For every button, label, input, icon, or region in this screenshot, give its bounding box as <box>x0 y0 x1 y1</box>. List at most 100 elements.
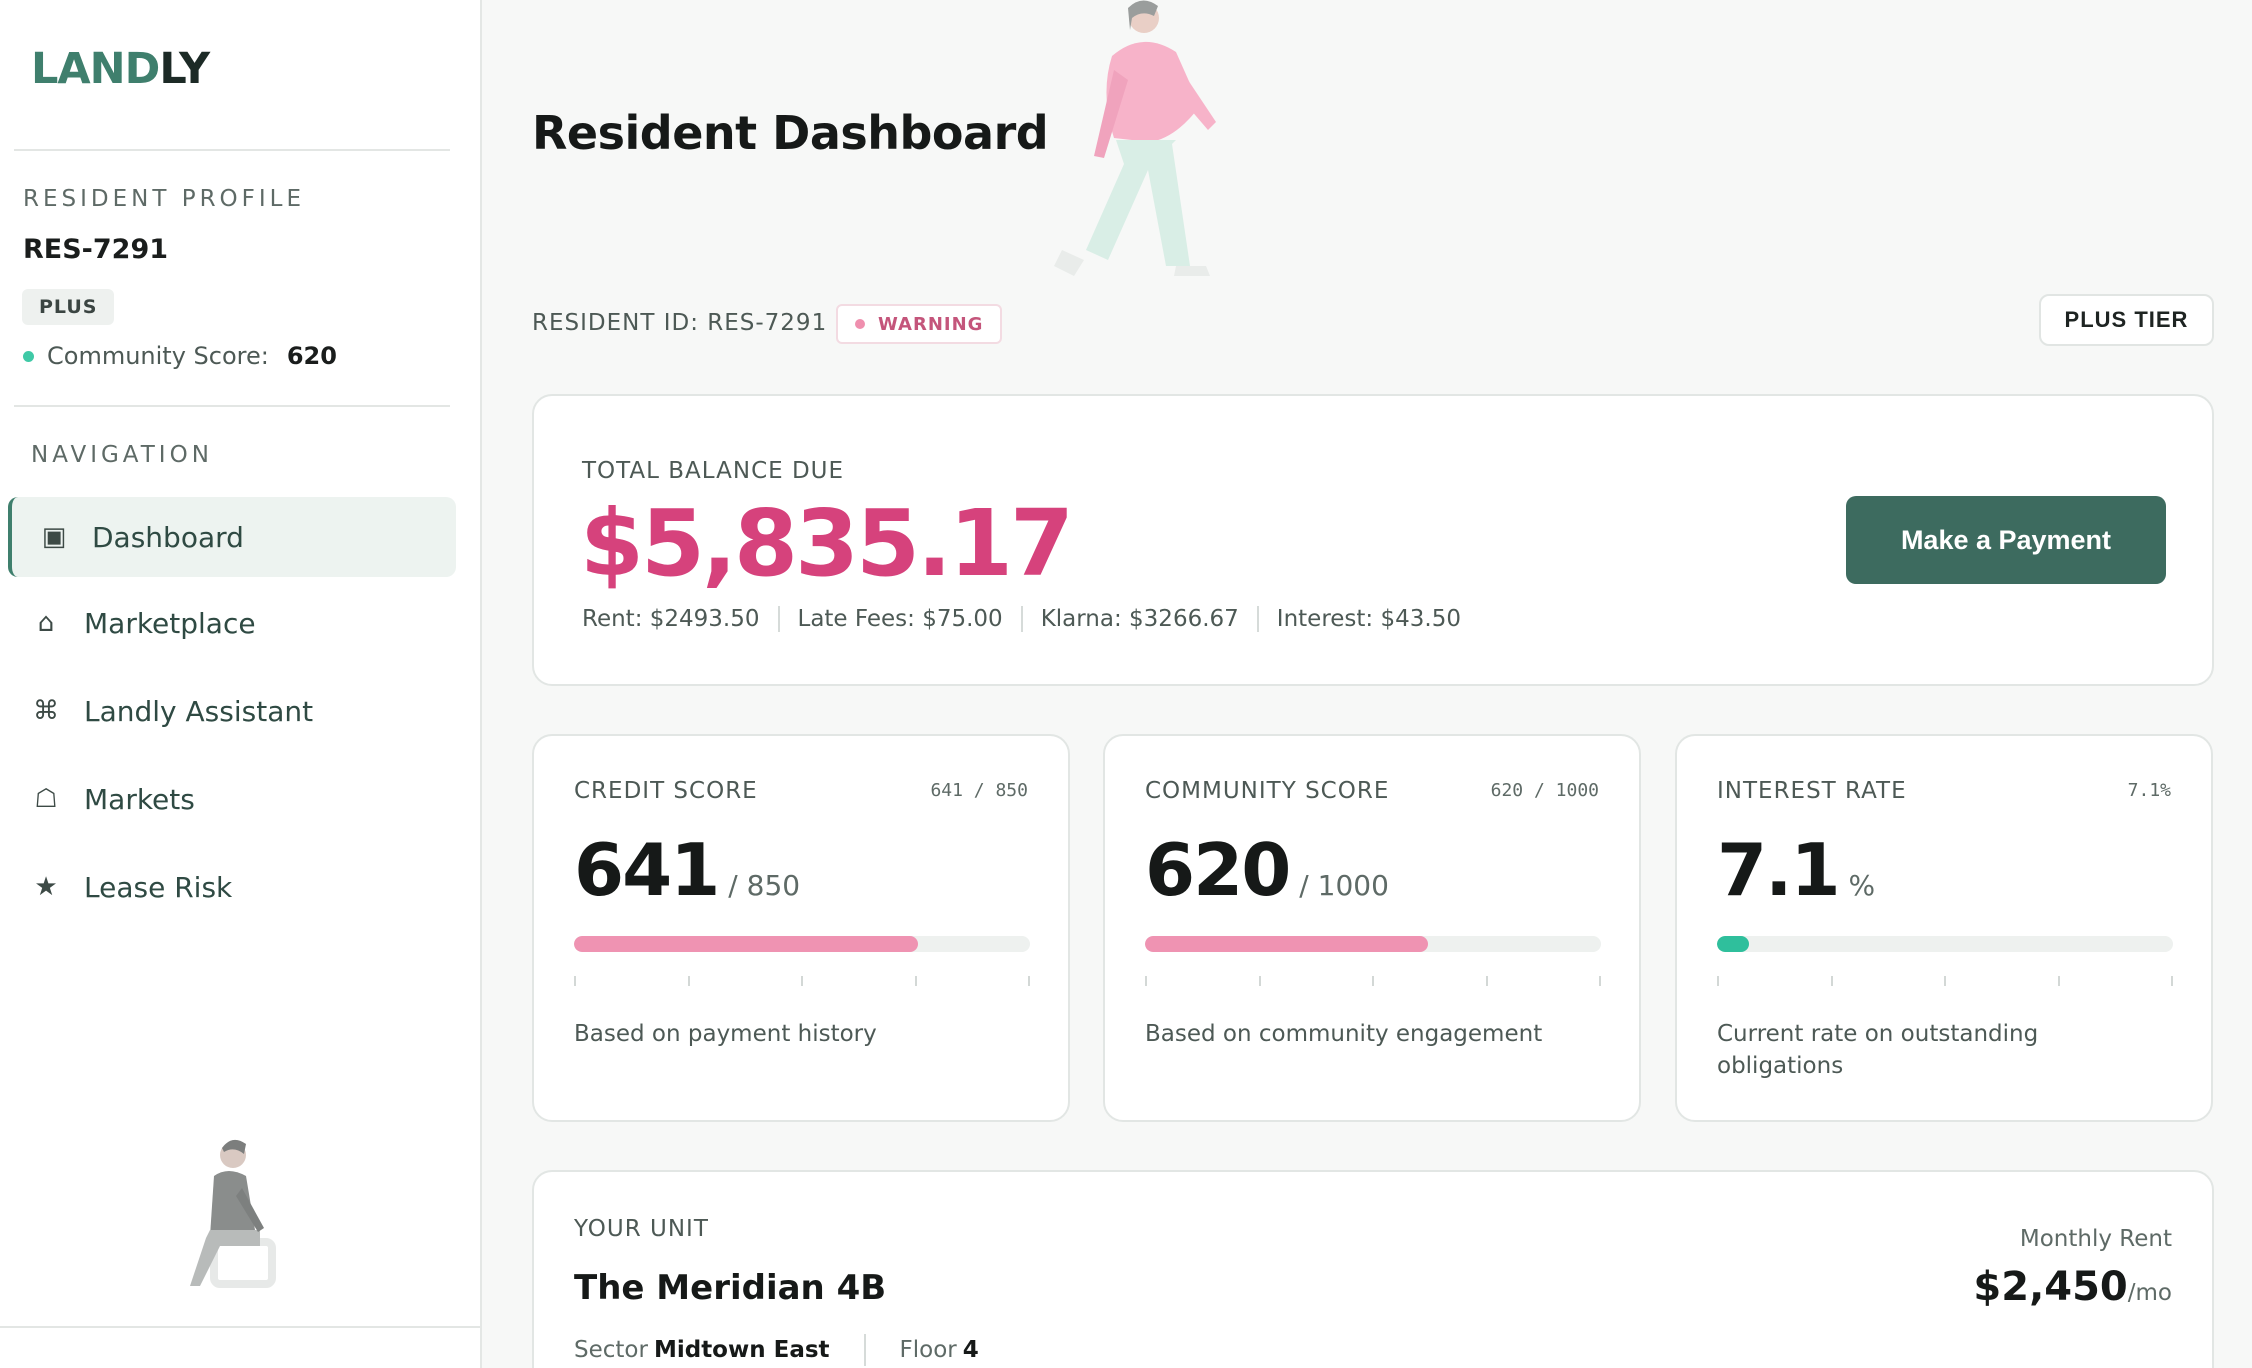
metric-number: 641 <box>574 828 720 912</box>
bag-icon: ☖ <box>34 784 58 814</box>
progress-tick <box>1028 976 1030 986</box>
interest-amount: Interest: $43.50 <box>1276 606 1461 632</box>
metric-title: COMMUNITY SCORE <box>1145 778 1390 804</box>
balance-card: TOTAL BALANCE DUE $5,835.17 Rent: $2493.… <box>532 394 2214 686</box>
rent-amount-value: $2,450 <box>1973 1264 2128 1310</box>
metric-description: Based on community engagement <box>1145 1021 1543 1047</box>
sector-label: Sector <box>574 1337 648 1363</box>
nav-section-label: NAVIGATION <box>31 442 213 468</box>
metric-description: Current rate on outstanding obligations <box>1717 1021 2039 1079</box>
rent-amount: Rent: $2493.50 <box>582 606 760 632</box>
walking-person-illustration <box>1054 0 1216 276</box>
progress-ticks <box>574 976 1030 986</box>
balance-amount: $5,835.17 <box>580 490 1074 597</box>
unit-meta: Sector Midtown East Floor 4 <box>574 1334 979 1366</box>
late-fees-amount: Late Fees: $75.00 <box>797 606 1003 632</box>
status-badge-label: WARNING <box>878 313 984 335</box>
metric-value: 620/ 1000 <box>1145 828 1389 912</box>
profile-resident-id: RES-7291 <box>23 234 169 265</box>
progress-tick <box>1258 976 1261 986</box>
logo-part-land: LAND <box>31 44 160 94</box>
metric-corner-value: 641 / 850 <box>930 780 1028 801</box>
metric-suffix: / 1000 <box>1299 869 1389 902</box>
profile-section-label: RESIDENT PROFILE <box>23 186 306 212</box>
progress-tick <box>1717 976 1719 986</box>
progress-tick <box>1485 976 1488 986</box>
floor-value: 4 <box>962 1337 979 1363</box>
progress-tick <box>914 976 917 986</box>
separator <box>1256 606 1259 632</box>
home-icon: ⌂ <box>37 608 55 638</box>
star-icon: ★ <box>34 872 58 902</box>
credit-score-card: CREDIT SCORE 641 / 850 641/ 850 Based on pa… <box>532 734 1070 1122</box>
monthly-rent-value: $2,450 /mo <box>1973 1264 2172 1310</box>
balance-breakdown: Rent: $2493.50 Late Fees: $75.00 Klarna:… <box>582 606 1461 632</box>
sidebar: LANDLY RESIDENT PROFILE RES-7291 PLUS Co… <box>0 0 482 1368</box>
separator <box>1020 606 1023 632</box>
progress-fill <box>1717 936 1750 952</box>
status-dot <box>23 350 34 362</box>
landly-logo[interactable]: LANDLY <box>31 44 210 94</box>
progress-ticks <box>1145 976 1601 986</box>
progress-tick <box>1830 976 1833 986</box>
sector-value: Midtown East <box>653 1337 830 1363</box>
command-icon: ⌘ <box>33 696 59 726</box>
sidebar-item-label: Markets <box>84 782 195 816</box>
sidebar-item-marketplace[interactable]: ⌂ Marketplace <box>8 583 456 663</box>
sidebar-item-landly-assistant[interactable]: ⌘ Landly Assistant <box>8 671 456 751</box>
sidebar-divider <box>14 405 450 407</box>
sidebar-item-dashboard[interactable]: ▣ Dashboard <box>8 497 456 577</box>
progress-track <box>574 936 1030 952</box>
progress-tick <box>687 976 690 986</box>
resident-id-line: RESIDENT ID: RES-7291 <box>532 310 828 336</box>
sidebar-item-lease-risk[interactable]: ★ Lease Risk <box>8 847 456 927</box>
progress-tick <box>801 976 803 986</box>
progress-tick <box>2171 976 2173 986</box>
progress-tick <box>1145 976 1147 986</box>
community-score-card: COMMUNITY SCORE 620 / 1000 620/ 1000 Based … <box>1103 734 1641 1122</box>
metric-corner-value: 7.1% <box>2127 780 2171 801</box>
sidebar-divider <box>14 149 450 151</box>
metric-number: 7.1 <box>1717 828 1841 912</box>
progress-tick <box>1372 976 1374 986</box>
progress-track <box>1717 936 2173 952</box>
progress-fill <box>574 936 918 952</box>
metric-corner-value: 620 / 1000 <box>1490 780 1599 801</box>
sidebar-item-label: Lease Risk <box>84 870 233 904</box>
interest-rate-card: INTEREST RATE 7.1% 7.1% Current rate on out… <box>1675 734 2213 1122</box>
metric-suffix: % <box>1848 869 1876 902</box>
metric-title: INTEREST RATE <box>1717 778 1907 804</box>
progress-track <box>1145 936 1601 952</box>
sidebar-footer-divider <box>0 1326 480 1328</box>
metric-suffix: / 850 <box>728 869 801 902</box>
sidebar-item-markets[interactable]: ☖ Markets <box>8 759 456 839</box>
rent-unit: /mo <box>2127 1280 2172 1306</box>
tier-badge: PLUS <box>22 289 115 325</box>
metric-title: CREDIT SCORE <box>574 778 758 804</box>
community-score-label: Community Score: <box>47 342 269 370</box>
progress-tick <box>574 976 576 986</box>
balance-label: TOTAL BALANCE DUE <box>582 458 845 484</box>
floor-label: Floor <box>899 1337 957 1363</box>
metric-number: 620 <box>1145 828 1291 912</box>
page-title: Resident Dashboard <box>532 106 1049 160</box>
sidebar-item-label: Marketplace <box>84 606 256 640</box>
metric-description: Based on payment history <box>574 1021 877 1047</box>
warning-dot <box>855 319 865 329</box>
make-payment-button[interactable]: Make a Payment <box>1846 496 2166 584</box>
community-score-row: Community Score: 620 <box>23 342 337 370</box>
monthly-rent-label: Monthly Rent <box>2019 1226 2172 1252</box>
separator <box>863 1334 866 1366</box>
unit-label: YOUR UNIT <box>574 1216 709 1242</box>
dashboard-icon: ▣ <box>41 522 67 552</box>
plus-tier-button[interactable]: PLUS TIER <box>2039 294 2214 346</box>
sidebar-item-label: Landly Assistant <box>84 694 314 728</box>
separator <box>777 606 780 632</box>
unit-name: The Meridian 4B <box>574 1268 887 1308</box>
progress-ticks <box>1717 976 2173 986</box>
progress-tick <box>1599 976 1601 986</box>
progress-tick <box>1944 976 1946 986</box>
community-score-value: 620 <box>286 342 337 370</box>
sitting-person-illustration <box>190 1139 276 1288</box>
logo-part-ly: LY <box>159 44 210 94</box>
